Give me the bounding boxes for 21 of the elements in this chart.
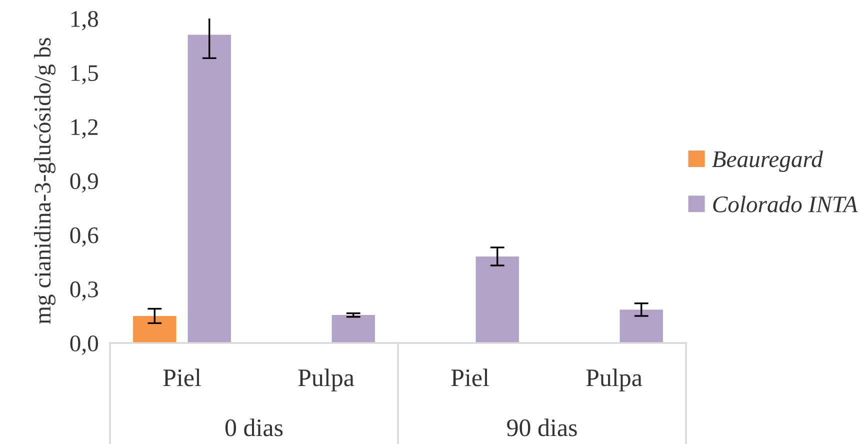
x-tick-label: Piel [163,368,201,386]
bar [620,310,663,343]
bar [476,256,519,343]
y-tick-label: 0,3 [70,281,98,301]
legend-label: Beauregard [712,150,823,172]
y-axis-title: mg cianidina-3-glucósido/g bs [34,38,56,324]
bar [332,315,375,343]
bar [133,316,176,343]
y-tick-label: 0,6 [70,227,98,247]
bar [188,34,231,343]
y-tick-label: 0,9 [70,173,98,193]
y-tick-label: 0,0 [70,335,98,355]
x-tick-label: Pulpa [586,368,642,392]
y-tick-label: 1,5 [71,65,98,84]
text: 90 dias [507,418,577,436]
y-tick-label: 1,2 [71,119,98,138]
x-tick-label: Piel [451,368,489,386]
y-tick-label: 1,8 [71,10,98,30]
text: 0 dias [225,418,283,436]
legend-label: Colorado INTA [713,196,858,212]
x-tick-label: Pulpa [298,368,354,392]
